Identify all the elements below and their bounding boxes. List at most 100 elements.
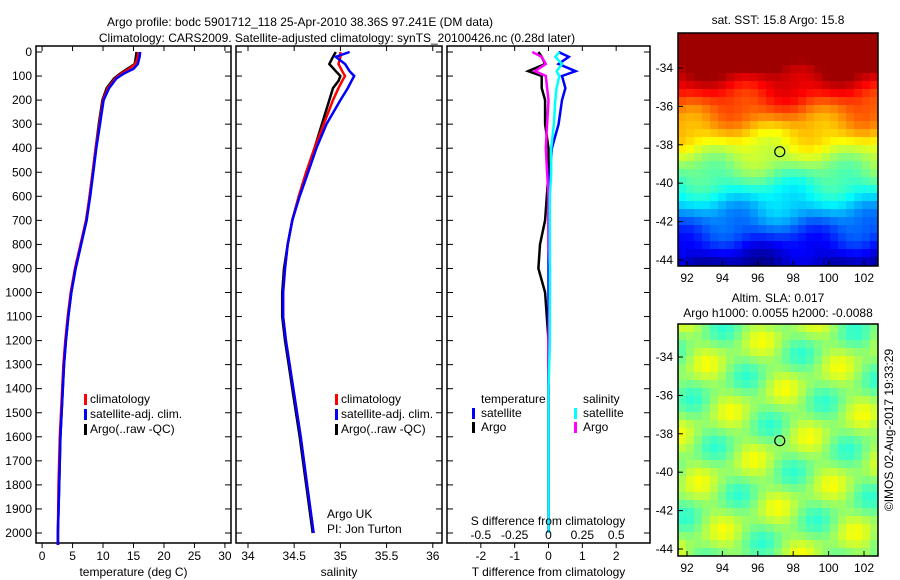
map-cell (726, 41, 734, 49)
map-cell (758, 452, 766, 460)
map-cell (718, 49, 726, 57)
map-cell (726, 340, 734, 348)
map-cell (710, 436, 718, 444)
map-cell (774, 185, 782, 193)
map-cell (862, 201, 870, 209)
map-cell (766, 500, 774, 508)
map-lat-label: -36 (656, 388, 674, 402)
map-cell (742, 81, 750, 89)
map-cell (686, 121, 694, 129)
map-cell (726, 412, 734, 420)
map-cell (678, 452, 686, 460)
depth-tick-label: 400 (12, 141, 32, 155)
map-cell (806, 380, 814, 388)
map-cell (726, 121, 734, 129)
map-cell (678, 249, 686, 257)
map-cell (734, 452, 742, 460)
map-cell (806, 460, 814, 468)
map-cell (838, 516, 846, 524)
legend-label: satellite (481, 406, 522, 420)
map-cell (702, 508, 710, 516)
map-cell (862, 113, 870, 121)
map-cell (806, 396, 814, 404)
map-cell (806, 33, 814, 41)
map-cell (718, 420, 726, 428)
map-cell (830, 484, 838, 492)
map-cell (782, 169, 790, 177)
map-cell (854, 524, 862, 532)
map-cell (734, 193, 742, 201)
map-cell (798, 356, 806, 364)
map-cell (694, 177, 702, 185)
note-line: PI: Jon Turton (327, 522, 402, 536)
map-cell (710, 225, 718, 233)
map-cell (774, 460, 782, 468)
map-cell (806, 209, 814, 217)
map-cell (686, 524, 694, 532)
map-cell (782, 249, 790, 257)
map-cell (742, 217, 750, 225)
map-cell (718, 356, 726, 364)
map-cell (678, 153, 686, 161)
map-cell (734, 153, 742, 161)
map-cell (782, 177, 790, 185)
map-cell (838, 65, 846, 73)
map-cell (838, 508, 846, 516)
map-cell (758, 209, 766, 217)
map-cell (838, 484, 846, 492)
map-cell (710, 428, 718, 436)
map-cell (782, 476, 790, 484)
map-cell (758, 548, 766, 556)
map-cell (790, 113, 798, 121)
map-cell (838, 97, 846, 105)
map-cell (838, 257, 846, 265)
credit-text: ©IMOS 02-Aug-2017 19:33:29 (882, 349, 896, 512)
map-cell (830, 169, 838, 177)
map-cell (822, 540, 830, 548)
map-cell (806, 444, 814, 452)
map-cell (774, 372, 782, 380)
map-cell (726, 65, 734, 73)
map-cell (846, 233, 854, 241)
map-cell (782, 364, 790, 372)
map-cell (678, 129, 686, 137)
map-cell (798, 49, 806, 57)
map-cell (814, 484, 822, 492)
map-cell (830, 145, 838, 153)
map-cell (774, 81, 782, 89)
map-cell (758, 532, 766, 540)
map-cell (870, 332, 878, 340)
map-cell (830, 249, 838, 257)
map-cell (742, 209, 750, 217)
map-cell (862, 185, 870, 193)
map-cell (846, 380, 854, 388)
map-cell (766, 129, 774, 137)
map-cell (766, 233, 774, 241)
argo-location-marker (774, 146, 786, 158)
map-cell (678, 364, 686, 372)
map-cell (822, 201, 830, 209)
map-cell (734, 217, 742, 225)
map-cell (774, 97, 782, 105)
map-cell (790, 348, 798, 356)
map-cell (862, 324, 870, 332)
map-cell (806, 241, 814, 249)
map-cell (822, 185, 830, 193)
map-cell (710, 41, 718, 49)
xlabel-salinity: salinity (321, 565, 358, 579)
map-cell (710, 356, 718, 364)
map-cell (726, 57, 734, 65)
map-cell (694, 33, 702, 41)
map-cell (726, 548, 734, 556)
map-cell (766, 548, 774, 556)
map-cell (830, 324, 838, 332)
map-cell (718, 492, 726, 500)
map-cell (742, 500, 750, 508)
map-cell (830, 388, 838, 396)
map-cell (734, 516, 742, 524)
map-cell (870, 444, 878, 452)
map-cell (742, 380, 750, 388)
map-cell (710, 508, 718, 516)
map-cell (718, 169, 726, 177)
argo-location-marker (774, 435, 786, 447)
